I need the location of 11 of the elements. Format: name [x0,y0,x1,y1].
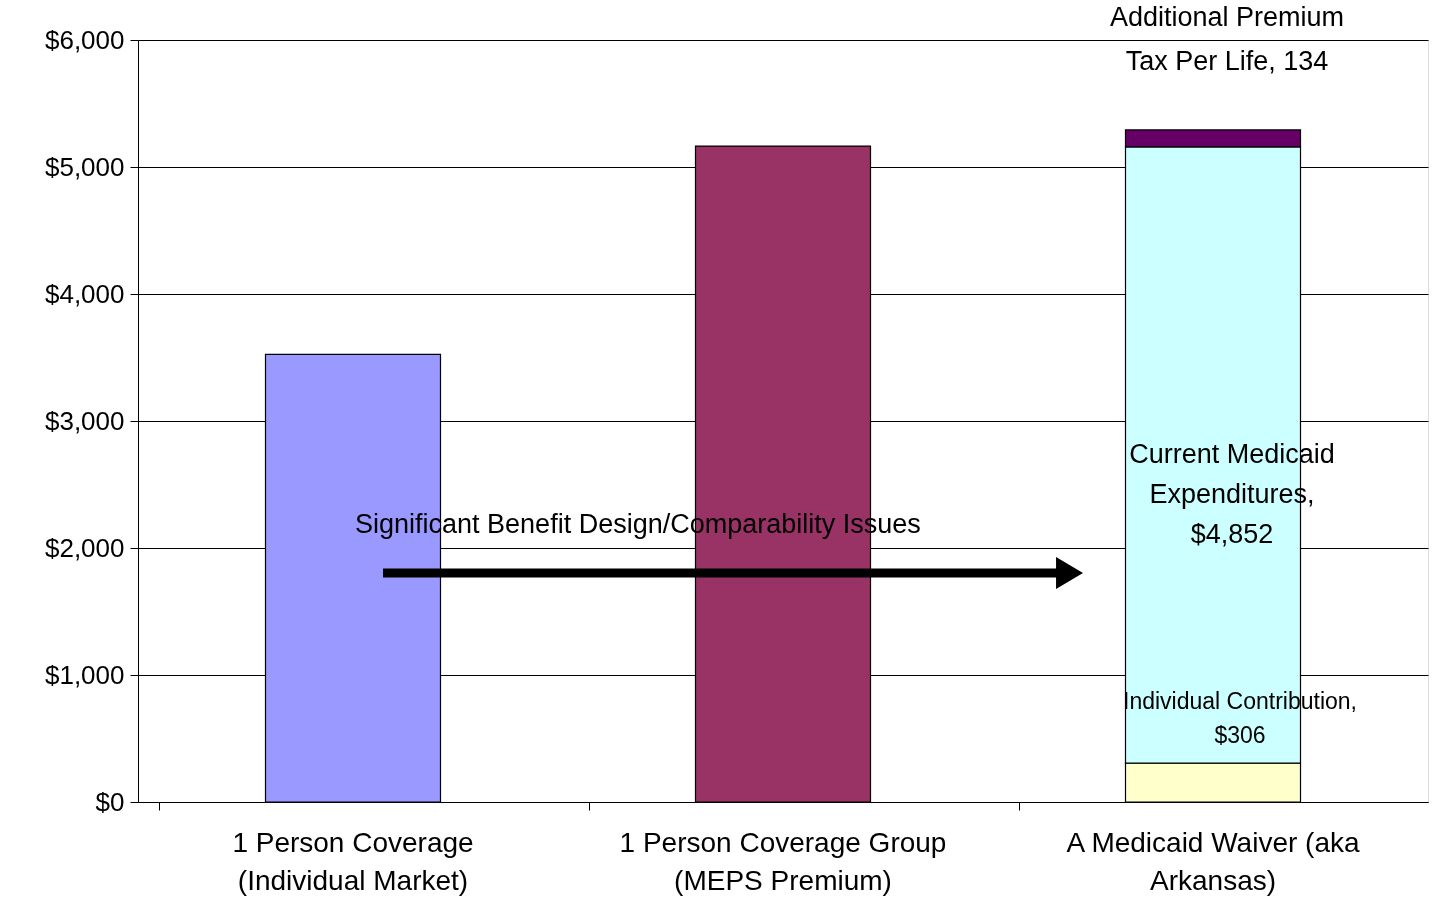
x-tick-label: 1 Person Coverage (Individual Market) [232,827,474,896]
y-tick-label: $2,000 [44,532,125,563]
y-tick-label: $0 [95,786,125,817]
y-tick-label: $5,000 [44,151,125,182]
x-tick-label: A Medicaid Waiver (aka Arkansas) [1066,827,1360,896]
y-tick-label: $4,000 [44,278,125,309]
y-tick-label: $6,000 [44,24,125,55]
y-tick-label: $3,000 [44,405,125,436]
x-tick-label: 1 Person Coverage Group (MEPS Premium) [619,827,947,896]
y-tick-label: $1,000 [44,659,125,690]
annotation: Additional Premium Tax Per Life, 134 [1109,2,1345,76]
